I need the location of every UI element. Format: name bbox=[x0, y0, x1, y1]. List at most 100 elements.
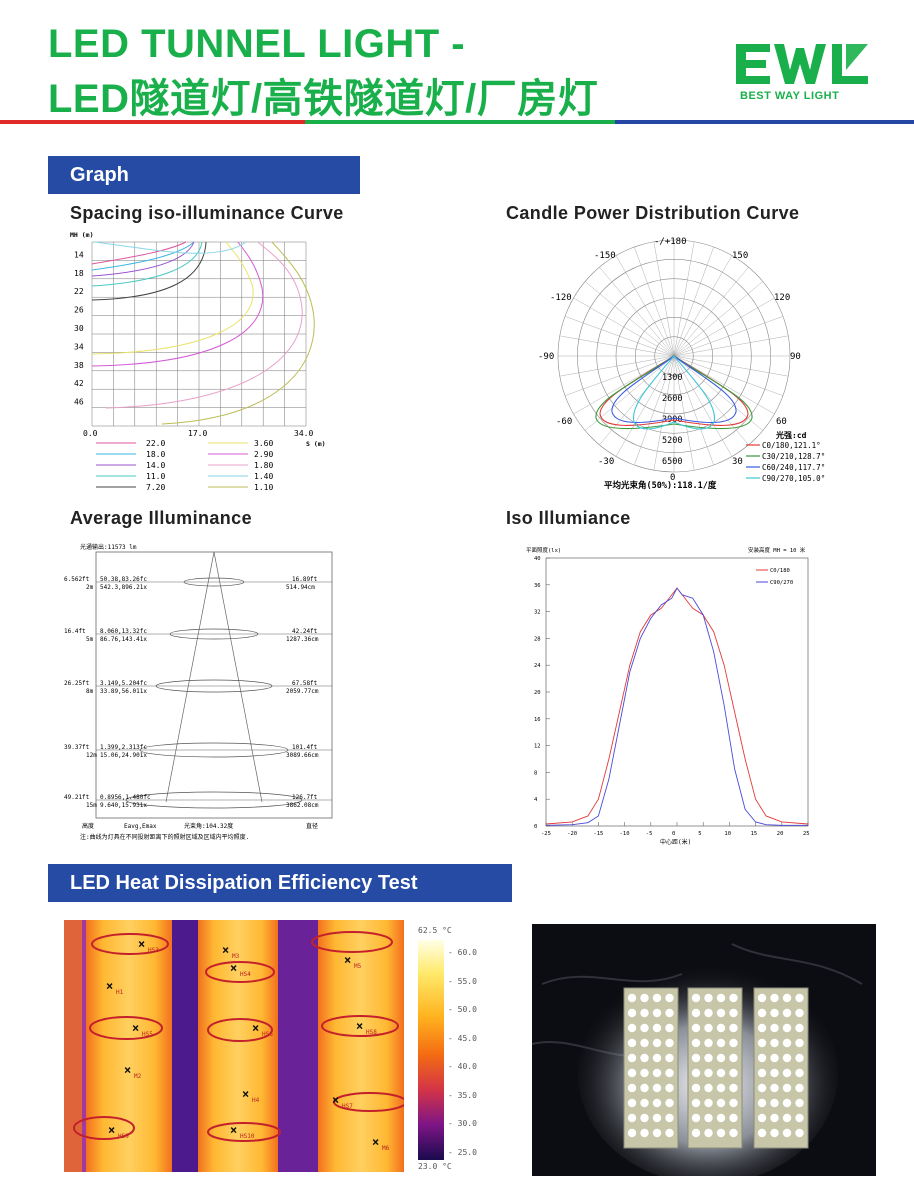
candle-angle-180: -/+180 bbox=[654, 237, 687, 247]
led-chip bbox=[757, 1068, 767, 1078]
spacing-y-tick: 30 bbox=[74, 324, 84, 333]
candle-spoke bbox=[673, 355, 714, 466]
spacing-x-tick-1: 17.0 bbox=[188, 429, 207, 438]
iso-x-tick: 20 bbox=[777, 831, 784, 837]
led-chip bbox=[704, 1113, 713, 1123]
candle-spoke bbox=[599, 267, 675, 357]
thermal-scale-tick: - 30.0 bbox=[448, 1119, 477, 1128]
led-chip bbox=[770, 993, 779, 1003]
spacing-y-tick: 26 bbox=[74, 306, 84, 315]
led-chip bbox=[729, 1098, 738, 1108]
avg-row-dia-ft: 67.58ft bbox=[292, 680, 318, 687]
led-chip bbox=[704, 1083, 713, 1093]
spacing-y-tick: 38 bbox=[74, 361, 84, 370]
candle-spoke bbox=[573, 297, 675, 357]
iso-x-tick: -25 bbox=[541, 831, 551, 837]
thermal-marker-label: HS3 bbox=[148, 947, 159, 954]
spacing-legend-label: 18.0 bbox=[146, 450, 165, 459]
candle-spoke bbox=[673, 255, 733, 357]
led-chip bbox=[782, 1023, 792, 1033]
led-chip bbox=[757, 1053, 767, 1063]
avg-flux-label: 光通输出:11573 lm bbox=[80, 543, 137, 551]
led-chip bbox=[757, 1083, 767, 1093]
avg-footer-eavg: Eavg,Emax bbox=[124, 823, 157, 830]
avg-row-fc: 8.060,13.32fc bbox=[100, 628, 147, 635]
led-chip bbox=[665, 1038, 674, 1048]
thermal-image: × HS3 × M3 × HS4 × M5 × H1 × HS5 × HS6 × HS8 × M2 × H4 × HS7 ×… bbox=[64, 920, 404, 1172]
led-chip bbox=[627, 1128, 637, 1138]
led-chip bbox=[652, 1053, 662, 1063]
spacing-curve-3-6 bbox=[91, 241, 254, 355]
led-chip bbox=[716, 1008, 726, 1018]
led-chip bbox=[729, 1128, 738, 1138]
spacing-y-tick: 34 bbox=[74, 342, 84, 351]
thermal-x-mark: × bbox=[222, 943, 229, 957]
iso-top-right: 安装高度 MH = 10 米 bbox=[748, 546, 806, 554]
candle-angle-60: 60 bbox=[776, 417, 787, 427]
candle-curve-c90 bbox=[632, 355, 716, 430]
led-chip bbox=[652, 1098, 662, 1108]
candle-angle-m120: -120 bbox=[550, 293, 572, 303]
led-chip bbox=[652, 1068, 662, 1078]
led-chip bbox=[782, 1128, 792, 1138]
led-chip bbox=[757, 1038, 767, 1048]
candle-polar-chart: -/+180 -150 150 -120 120 -90 90 -60 60 -… bbox=[538, 237, 825, 491]
candle-angle-0: 0 bbox=[670, 473, 675, 483]
candle-curve-c0 bbox=[599, 355, 749, 426]
led-chip bbox=[716, 1053, 726, 1063]
led-chip bbox=[729, 1068, 738, 1078]
led-chip bbox=[665, 1008, 674, 1018]
led-chip bbox=[716, 993, 726, 1003]
iso-x-tick: -20 bbox=[567, 831, 577, 837]
avg-row-dia-cm: 514.94cm bbox=[286, 584, 315, 591]
led-chip bbox=[640, 1083, 649, 1093]
led-chip bbox=[640, 1128, 649, 1138]
lit-fixture-photo bbox=[532, 924, 876, 1176]
led-chip bbox=[704, 1098, 713, 1108]
avg-footer-height: 高度 bbox=[82, 822, 94, 830]
led-chip bbox=[640, 1053, 649, 1063]
led-chip bbox=[704, 993, 713, 1003]
candle-spoke bbox=[615, 355, 675, 457]
spacing-legend: 22.0 3.60 18.0 2.90 14.0 1.80 11.0 1.40 7.20 1.10 bbox=[96, 439, 273, 492]
iso-y-label: 平面照度(lx) bbox=[526, 546, 561, 554]
spacing-curve-1-8 bbox=[105, 241, 303, 409]
candle-legend-label: C30/210,128.7° bbox=[762, 452, 825, 461]
led-chip bbox=[652, 993, 662, 1003]
candle-spoke bbox=[573, 355, 675, 415]
thermal-min-label: 23.0 °C bbox=[418, 1162, 452, 1171]
avg-row-ft: 26.25ft bbox=[64, 680, 90, 687]
spacing-curve-14 bbox=[91, 241, 195, 277]
led-chip bbox=[652, 1023, 662, 1033]
candle-radial-label: 1300 bbox=[662, 373, 682, 383]
led-chip bbox=[652, 1113, 662, 1123]
logo-tagline: BEST WAY LIGHT bbox=[740, 90, 840, 102]
avg-row-dia-ft: 42.24ft bbox=[292, 628, 318, 635]
thermal-scale-tick: - 55.0 bbox=[448, 976, 477, 986]
candle-angle-120: 120 bbox=[774, 293, 790, 303]
avg-row-dia-ft: 101.4ft bbox=[292, 744, 318, 751]
avg-row-fc: 3.149,5.204fc bbox=[100, 680, 147, 687]
thermal-marker-label: M2 bbox=[134, 1073, 142, 1080]
led-chip bbox=[716, 1038, 726, 1048]
iso-illuminance-heading: Iso Illumiance bbox=[506, 508, 631, 528]
candle-curves bbox=[595, 355, 753, 430]
led-chip bbox=[795, 993, 804, 1003]
led-chip bbox=[665, 1053, 674, 1063]
iso-illuminance-chart: 平面照度(lx) 安装高度 MH = 10 米 0 4 8 12 16 20 24 28 32 3… bbox=[526, 546, 810, 846]
led-chip bbox=[770, 1083, 779, 1093]
header-rule-green bbox=[305, 120, 615, 124]
led-chip bbox=[665, 1098, 674, 1108]
led-chip bbox=[782, 1053, 792, 1063]
iso-y-tick: 20 bbox=[534, 690, 541, 696]
thermal-x-mark: × bbox=[242, 1087, 249, 1101]
candle-angle-90: 90 bbox=[790, 352, 801, 362]
thermal-scale-tick: - 45.0 bbox=[448, 1033, 477, 1043]
led-chip bbox=[782, 1038, 792, 1048]
spacing-curves bbox=[91, 241, 315, 425]
candle-radial-label: 2600 bbox=[662, 394, 682, 404]
candle-curve-c60 bbox=[611, 355, 737, 424]
led-chip bbox=[770, 1113, 779, 1123]
candle-spoke bbox=[585, 281, 675, 357]
spacing-curve-22 bbox=[91, 241, 187, 265]
